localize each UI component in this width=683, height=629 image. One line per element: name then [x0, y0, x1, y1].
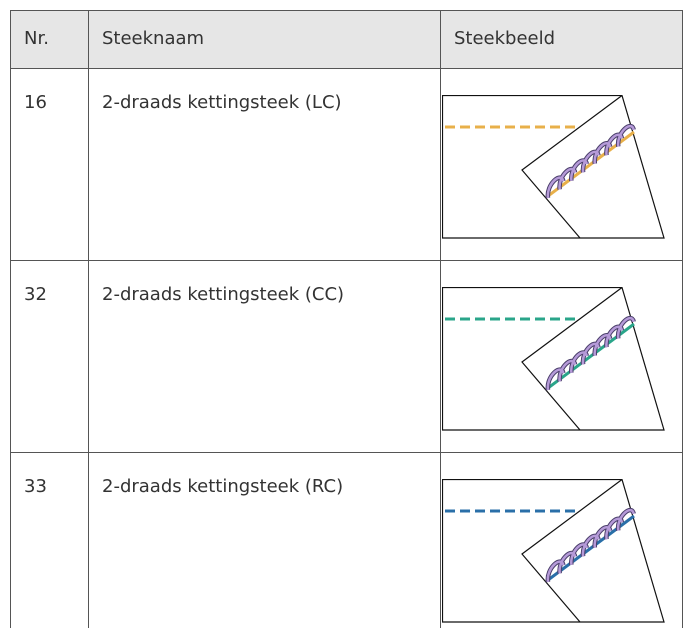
cell: 16	[24, 92, 47, 113]
border	[10, 260, 683, 261]
cell: 33	[24, 476, 47, 497]
fabric-outline	[442, 95, 665, 239]
cell: 2-draads kettingsteek (LC)	[102, 92, 342, 113]
fold-line	[521, 287, 623, 431]
fabric-outline	[442, 479, 665, 623]
cell: 2-draads kettingsteek (RC)	[102, 476, 344, 497]
cell: 2-draads kettingsteek (CC)	[102, 284, 345, 305]
stitch-image	[442, 287, 665, 431]
stitch-image	[442, 95, 665, 239]
header-cell: Steekbeeld	[454, 28, 556, 49]
header-background	[10, 10, 682, 68]
border	[440, 10, 441, 628]
border	[10, 10, 683, 11]
overlock-loops	[546, 124, 635, 199]
border	[10, 10, 11, 628]
border	[10, 68, 683, 69]
overlock-loops	[546, 508, 635, 583]
stitch-image	[442, 479, 665, 623]
fold-line	[521, 95, 623, 239]
cell: 32	[24, 284, 47, 305]
fabric-outline	[442, 287, 665, 431]
header-cell: Nr.	[24, 28, 49, 49]
header-cell: Steeknaam	[102, 28, 205, 49]
border	[88, 10, 89, 628]
fold-line	[521, 479, 623, 623]
border	[10, 452, 683, 453]
overlock-loops	[546, 316, 635, 391]
